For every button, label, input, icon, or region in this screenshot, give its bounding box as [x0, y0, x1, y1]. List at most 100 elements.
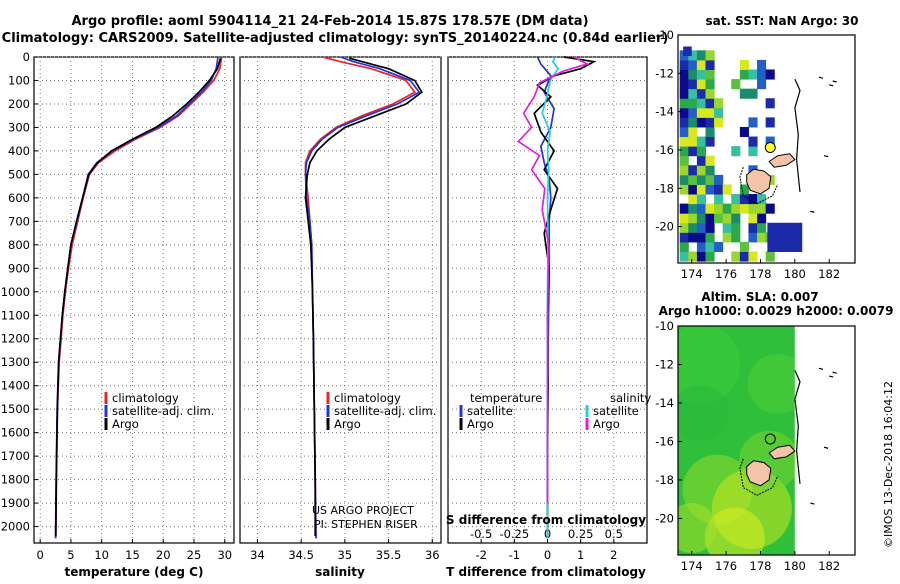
- sst-pixel: [767, 241, 777, 253]
- sst-pixel: [775, 222, 786, 233]
- sst-pixel: [705, 203, 715, 214]
- map-xtick-label: 174: [681, 559, 703, 573]
- project-annotation: US ARGO PROJECT: [312, 504, 414, 517]
- sst-pixel: [705, 232, 715, 243]
- sst-pixel: [688, 251, 698, 262]
- sst-pixel: [696, 251, 706, 262]
- ytick-label: 500: [8, 167, 30, 181]
- reef-contour: [739, 167, 779, 205]
- sst-pixel: [688, 107, 698, 118]
- sst-pixel: [714, 241, 724, 253]
- bathymetry-contour: [794, 78, 801, 193]
- sst-pixel: [688, 79, 698, 90]
- sst-pixel: [748, 69, 758, 80]
- sst-pixel: [757, 194, 767, 205]
- xtick-label: 36: [425, 548, 440, 562]
- sst-pixel: [784, 241, 794, 253]
- sst-pixel: [688, 117, 698, 128]
- sst-pixel: [784, 222, 794, 233]
- ytick-label: 1500: [1, 402, 30, 416]
- series-line-s-argo: [516, 56, 590, 504]
- map-ytick-label: -18: [655, 181, 674, 195]
- series-line-argo: [54, 57, 222, 537]
- sst-pixel: [722, 213, 732, 224]
- ytick-label: 1300: [1, 355, 30, 369]
- sst-pixel: [731, 222, 741, 233]
- map-ytick-label: -12: [655, 66, 674, 80]
- ytick-label: 1900: [1, 496, 30, 510]
- argo-position-marker: [764, 433, 776, 445]
- legend-title-temperature: temperature: [470, 391, 542, 405]
- salinity-panel: 34 34.5 35 35.5 36 salinity climatology sate…: [239, 56, 442, 579]
- xtick-label: 20: [156, 548, 171, 562]
- sst-pixel: [765, 98, 775, 109]
- xtick-label: 5: [67, 548, 74, 562]
- sst-pixel: [748, 194, 758, 205]
- sst-pixel: [688, 126, 698, 138]
- sst-pixel: [705, 107, 715, 118]
- difference-xticks: -2 -1 0 1 2: [475, 539, 617, 562]
- map-xtick-label: 180: [784, 559, 806, 573]
- map-xtick-label: 182: [818, 267, 840, 281]
- title-line-1: Argo profile: aoml 5904114_21 24-Feb-201…: [71, 14, 588, 29]
- xtick-label: 0: [36, 548, 43, 562]
- title-line-2: Climatology: CARS2009. Satellite-adjuste…: [2, 31, 669, 46]
- sla-map-title: Altim. SLA: 0.007: [701, 290, 818, 304]
- sst-pixel: [679, 79, 689, 90]
- island-1: [746, 460, 772, 487]
- s-tick-label: 0.25: [568, 527, 594, 541]
- sst-pixel: [765, 251, 775, 262]
- temperature-panel: 0100200300400500600700800900100011001200…: [1, 50, 235, 579]
- legend-label-climatology: climatology: [334, 391, 401, 405]
- sst-pixel: [679, 213, 689, 224]
- sst-pixel: [679, 232, 689, 243]
- sst-pixel: [696, 241, 706, 253]
- ytick-label: 1700: [1, 449, 30, 463]
- sst-pixel: [696, 79, 706, 90]
- map-content: [679, 46, 837, 262]
- legend-label-s-argo: Argo: [593, 417, 620, 431]
- sst-pixel: [705, 136, 715, 147]
- sst-pixel: [731, 79, 741, 90]
- sst-map-title: sat. SST: NaN Argo: 30: [705, 14, 858, 28]
- sst-pixel: [784, 232, 794, 243]
- sst-pixel: [696, 184, 706, 195]
- salinity-grid: [240, 56, 441, 543]
- sst-pixel: [696, 136, 706, 147]
- sst-pixel: [739, 194, 749, 205]
- sst-pixel: [705, 117, 715, 128]
- temperature-legend: climatology satellite-adj. clim. Argo: [104, 391, 214, 431]
- temperature-series: [54, 56, 223, 539]
- map-ytick-label: -10: [655, 319, 674, 333]
- sla-anomaly-patch: [747, 353, 808, 414]
- sst-pixel: [705, 79, 715, 90]
- sst-pixel: [688, 194, 698, 205]
- ytick-label: 0: [23, 50, 30, 64]
- sst-pixel: [705, 251, 715, 262]
- xtick-label: 0: [544, 548, 551, 562]
- sst-pixel: [705, 69, 715, 80]
- sst-pixel: [714, 203, 724, 214]
- s-tick-label: -0.25: [499, 527, 529, 541]
- sst-pixel: [688, 165, 698, 176]
- temperature-yticks: 0 100 200 300 400 500 600 700 800 900 1000 1100 1200…: [1, 50, 38, 534]
- small-island: [823, 446, 829, 449]
- sst-pixel: [739, 88, 749, 99]
- sst-pixel: [679, 251, 689, 262]
- sst-pixel: [757, 203, 767, 214]
- sst-pixel: [714, 107, 724, 118]
- series-line-t-argo: [533, 56, 597, 536]
- sst-pixel: [748, 203, 758, 214]
- sst-pixel: [793, 222, 803, 233]
- map-ytick-label: -16: [655, 434, 674, 448]
- temperature-xlabel: temperature (deg C): [65, 565, 204, 579]
- sst-pixel: [739, 69, 749, 80]
- sla-map-frame: [677, 325, 856, 556]
- sst-pixel: [775, 232, 786, 243]
- xtick-label: 15: [125, 548, 140, 562]
- sst-pixel: [679, 146, 689, 157]
- sst-pixel: [748, 232, 758, 243]
- sst-pixel: [757, 222, 767, 233]
- xtick-label: -2: [475, 548, 486, 562]
- island-2: [768, 153, 796, 168]
